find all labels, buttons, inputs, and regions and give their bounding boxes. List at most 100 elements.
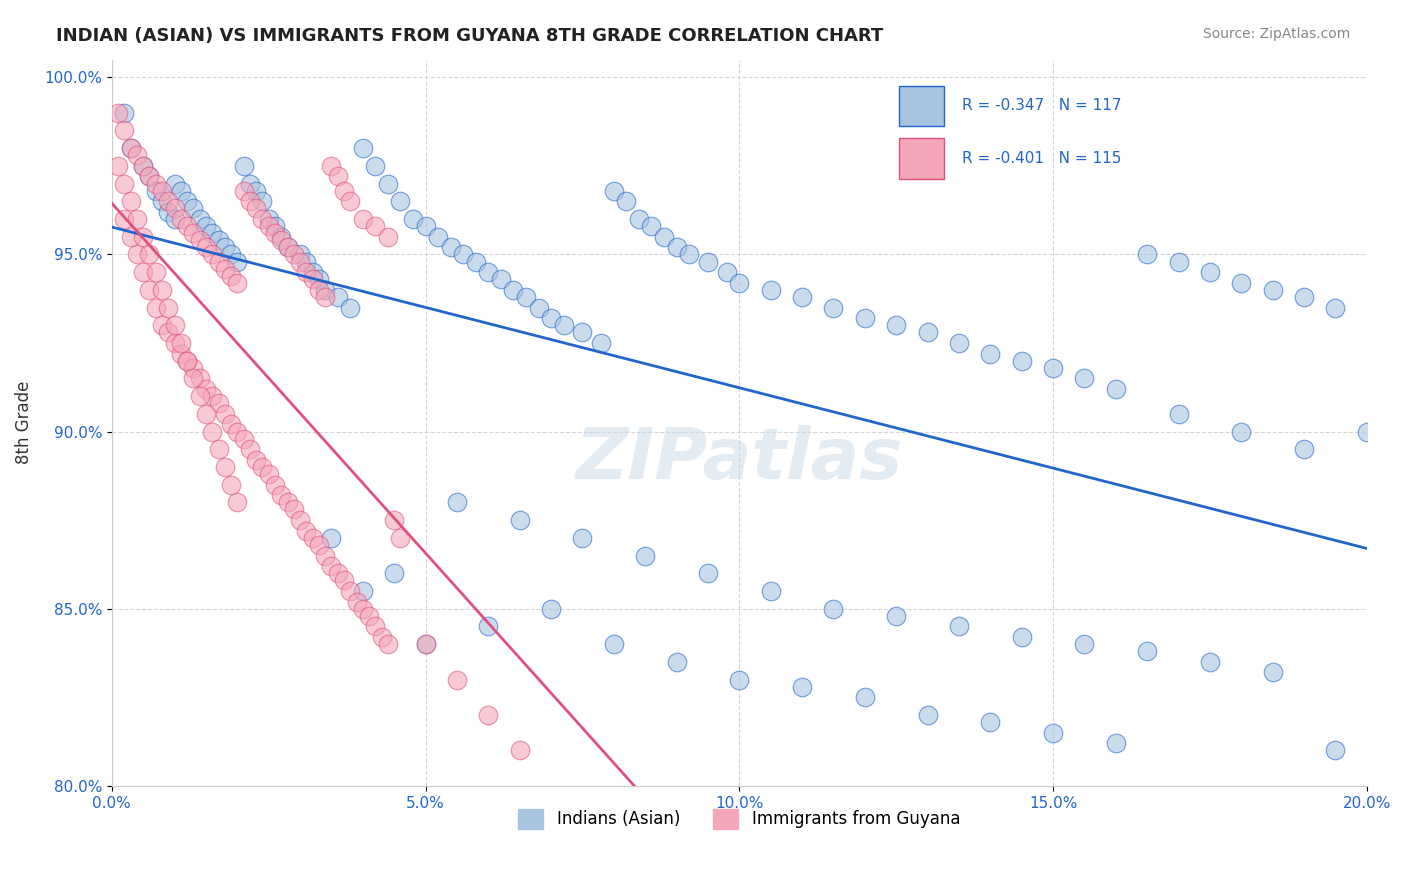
Point xyxy=(352,584,374,599)
Text: Source: ZipAtlas.com: Source: ZipAtlas.com xyxy=(1202,27,1350,41)
Point xyxy=(321,159,343,173)
Point xyxy=(948,619,970,633)
Point xyxy=(326,566,349,581)
Point xyxy=(132,159,155,173)
Point xyxy=(1105,382,1128,396)
Point xyxy=(239,194,262,209)
Point xyxy=(634,549,657,563)
Point xyxy=(1167,407,1189,421)
Point xyxy=(515,290,537,304)
Point xyxy=(571,531,593,545)
Point xyxy=(112,123,135,137)
Point xyxy=(219,247,242,261)
Point xyxy=(112,105,135,120)
Point xyxy=(1042,725,1064,739)
Point xyxy=(245,453,267,467)
Point xyxy=(257,212,280,227)
Point xyxy=(308,283,330,297)
Point xyxy=(145,301,167,315)
Point xyxy=(157,326,180,340)
Point xyxy=(339,584,361,599)
Point xyxy=(188,212,211,227)
Point xyxy=(1011,353,1033,368)
Point xyxy=(1073,371,1095,385)
Point xyxy=(1073,637,1095,651)
Point xyxy=(270,229,292,244)
Point xyxy=(214,261,236,276)
Point xyxy=(264,477,287,491)
Point xyxy=(257,467,280,481)
Point xyxy=(252,194,274,209)
Point xyxy=(226,495,249,509)
Point xyxy=(145,177,167,191)
Point xyxy=(440,240,463,254)
Point xyxy=(678,247,700,261)
Point xyxy=(170,184,193,198)
Point xyxy=(339,301,361,315)
Point xyxy=(370,630,392,644)
Point xyxy=(917,326,939,340)
Point xyxy=(314,290,336,304)
Point xyxy=(194,382,217,396)
Point xyxy=(308,272,330,286)
Point xyxy=(352,601,374,615)
Point xyxy=(201,425,224,439)
Point xyxy=(489,272,512,286)
Point xyxy=(125,247,148,261)
Point xyxy=(477,708,499,723)
Point xyxy=(145,265,167,279)
Point xyxy=(226,276,249,290)
Point xyxy=(1167,254,1189,268)
Point xyxy=(150,184,173,198)
Point xyxy=(301,265,323,279)
Point xyxy=(352,141,374,155)
Point xyxy=(377,637,399,651)
Point xyxy=(295,254,318,268)
Point xyxy=(446,673,468,687)
Point xyxy=(120,141,142,155)
Point xyxy=(321,559,343,574)
Point xyxy=(183,226,205,240)
Point xyxy=(326,169,349,184)
Point xyxy=(509,743,531,757)
Point xyxy=(591,336,613,351)
Point xyxy=(553,318,575,333)
Point xyxy=(239,442,262,457)
Point xyxy=(201,389,224,403)
Point xyxy=(232,184,254,198)
Point xyxy=(665,655,688,669)
Point xyxy=(145,184,167,198)
Point xyxy=(333,184,356,198)
Point xyxy=(176,353,198,368)
Point xyxy=(207,396,229,410)
Point xyxy=(183,371,205,385)
Point xyxy=(270,488,292,502)
Point xyxy=(163,177,186,191)
Point xyxy=(1355,425,1378,439)
Point xyxy=(264,226,287,240)
Point xyxy=(697,254,720,268)
Point xyxy=(477,619,499,633)
Point xyxy=(415,637,437,651)
Point xyxy=(314,549,336,563)
Point xyxy=(219,477,242,491)
Point xyxy=(502,283,524,297)
Point xyxy=(257,219,280,233)
Point xyxy=(295,265,318,279)
Point xyxy=(239,177,262,191)
Point xyxy=(301,272,323,286)
Point xyxy=(917,708,939,723)
Point xyxy=(853,690,876,705)
Point xyxy=(252,212,274,227)
Point xyxy=(477,265,499,279)
Point xyxy=(979,346,1001,360)
Point xyxy=(277,495,299,509)
Point xyxy=(219,268,242,283)
Legend: Indians (Asian), Immigrants from Guyana: Indians (Asian), Immigrants from Guyana xyxy=(512,802,967,836)
Point xyxy=(540,601,562,615)
Point xyxy=(359,608,381,623)
Point xyxy=(226,425,249,439)
Point xyxy=(232,159,254,173)
Point xyxy=(346,594,368,608)
Point xyxy=(252,460,274,475)
